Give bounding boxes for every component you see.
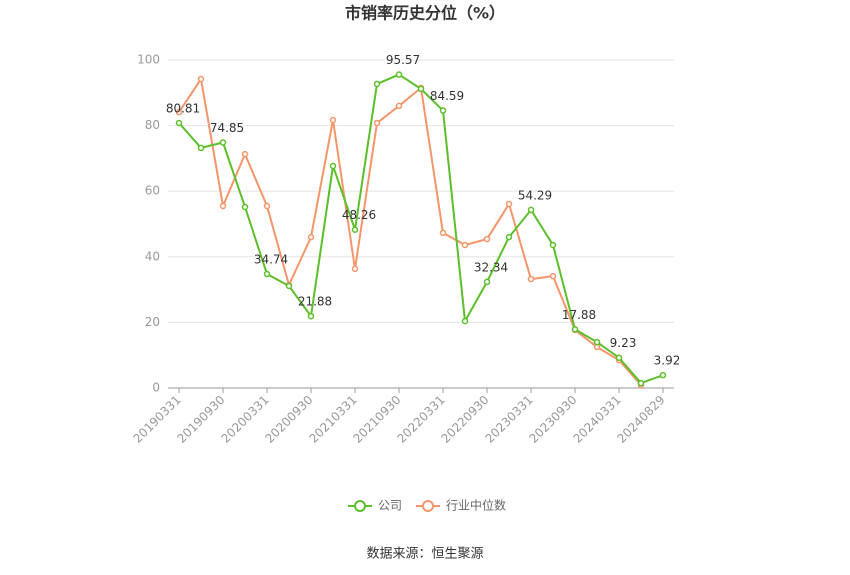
data-point [351,265,359,273]
data-label: 54.29 [518,188,552,202]
data-label: 48.26 [342,208,376,222]
data-point [373,119,381,127]
data-point [549,241,557,249]
data-point [175,119,183,127]
data-point [593,338,601,346]
data-point [241,150,249,158]
data-point [373,80,381,88]
data-point [219,202,227,210]
x-tick-label: 20240829 [615,393,668,446]
data-point [175,108,183,116]
data-point [307,312,315,320]
data-point [483,235,491,243]
data-point [461,317,469,325]
data-point [197,144,205,152]
data-point [329,162,337,170]
data-point [285,282,293,290]
data-point [659,371,667,379]
data-point [483,278,491,286]
data-point [351,226,359,233]
data-point [241,203,249,211]
y-tick-label: 0 [152,381,160,395]
data-label: 9.23 [610,336,637,350]
data-point [527,275,535,283]
legend-marker [354,500,366,512]
y-tick-label: 40 [145,249,160,263]
data-label: 17.88 [562,308,596,322]
data-point [219,139,227,146]
data-label: 80.81 [166,101,200,115]
data-point [439,107,447,114]
data-point [439,229,447,237]
data-point [307,233,315,241]
data-point [505,233,513,241]
series-line [178,73,664,385]
data-label: 84.59 [430,89,464,103]
data-point [395,102,403,110]
data-label: 34.74 [254,253,288,267]
data-label: 95.57 [386,53,420,67]
data-point [637,379,645,387]
data-point [417,85,425,93]
source-note: 数据来源：恒生聚源 [366,547,483,562]
data-point [505,200,513,208]
data-label: 74.85 [210,121,244,135]
y-tick-label: 80 [145,118,160,132]
data-point [461,241,469,249]
data-point [263,202,271,210]
chart-title: 市销率历史分位（%） [345,4,505,23]
y-tick-label: 20 [145,315,160,329]
data-label: 3.92 [654,354,681,368]
data-point [395,71,403,78]
legend-label: 行业中位数 [446,498,506,513]
y-tick-label: 100 [137,53,160,67]
y-tick-label: 60 [145,184,160,198]
data-point [571,326,579,333]
data-point [615,354,623,361]
data-label: 32.34 [474,260,508,274]
legend-label: 公司 [378,499,402,513]
data-point [549,272,557,280]
data-label: 21.88 [298,295,332,309]
series-line [178,76,642,386]
data-point [527,206,535,214]
data-point [197,75,205,83]
data-point [329,116,337,124]
legend-marker [422,500,435,512]
data-point [263,270,271,278]
